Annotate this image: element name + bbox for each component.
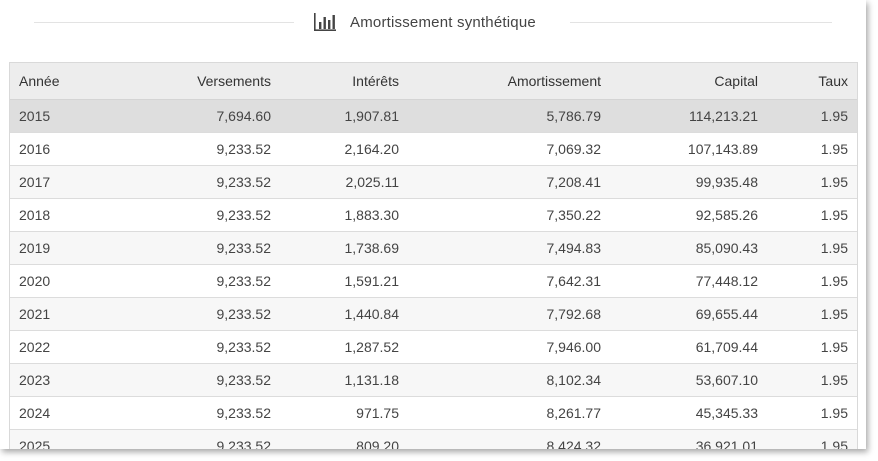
table-body: 2015 7,694.60 1,907.81 5,786.79 114,213.… <box>10 98 857 449</box>
amortization-table: Année Versements Intérêts Amortissement … <box>10 63 857 449</box>
cell-capital: 114,213.21 <box>610 98 767 132</box>
table-row[interactable]: 2025 9,233.52 809.20 8,424.32 36,921.01 … <box>10 428 857 449</box>
cell-amortization: 8,261.77 <box>408 395 610 429</box>
cell-interest: 2,164.20 <box>280 131 408 165</box>
table-row[interactable]: 2023 9,233.52 1,131.18 8,102.34 53,607.1… <box>10 362 857 396</box>
cell-capital: 92,585.26 <box>610 197 767 231</box>
cell-rate: 1.95 <box>767 98 857 132</box>
cell-interest: 809.20 <box>280 428 408 449</box>
cell-capital: 77,448.12 <box>610 263 767 297</box>
column-header-rate: Taux <box>767 63 857 100</box>
section-title: Amortissement synthétique <box>350 13 536 31</box>
cell-year: 2016 <box>10 131 110 165</box>
table-row[interactable]: 2019 9,233.52 1,738.69 7,494.83 85,090.4… <box>10 230 857 264</box>
cell-year: 2025 <box>10 428 110 449</box>
cell-year: 2022 <box>10 329 110 363</box>
cell-rate: 1.95 <box>767 395 857 429</box>
cell-amortization: 7,946.00 <box>408 329 610 363</box>
cell-capital: 99,935.48 <box>610 164 767 198</box>
column-header-interest: Intérêts <box>280 63 408 100</box>
table-header: Année Versements Intérêts Amortissement … <box>10 63 857 100</box>
table-row[interactable]: 2016 9,233.52 2,164.20 7,069.32 107,143.… <box>10 131 857 165</box>
amortization-panel: Amortissement synthétique Année Versemen… <box>0 0 866 449</box>
table-row[interactable]: 2021 9,233.52 1,440.84 7,792.68 69,655.4… <box>10 296 857 330</box>
cell-interest: 1,287.52 <box>280 329 408 363</box>
cell-rate: 1.95 <box>767 131 857 165</box>
column-header-capital: Capital <box>610 63 767 100</box>
cell-payments: 9,233.52 <box>110 131 280 165</box>
cell-interest: 2,025.11 <box>280 164 408 198</box>
cell-interest: 1,591.21 <box>280 263 408 297</box>
cell-interest: 1,738.69 <box>280 230 408 264</box>
cell-interest: 1,907.81 <box>280 98 408 132</box>
cell-payments: 7,694.60 <box>110 98 280 132</box>
cell-amortization: 7,792.68 <box>408 296 610 330</box>
column-header-payments: Versements <box>110 63 280 100</box>
cell-payments: 9,233.52 <box>110 329 280 363</box>
cell-payments: 9,233.52 <box>110 395 280 429</box>
amortization-table-container[interactable]: Année Versements Intérêts Amortissement … <box>9 62 858 449</box>
cell-year: 2017 <box>10 164 110 198</box>
cell-interest: 971.75 <box>280 395 408 429</box>
cell-rate: 1.95 <box>767 362 857 396</box>
cell-rate: 1.95 <box>767 296 857 330</box>
table-row[interactable]: 2022 9,233.52 1,287.52 7,946.00 61,709.4… <box>10 329 857 363</box>
cell-interest: 1,883.30 <box>280 197 408 231</box>
cell-payments: 9,233.52 <box>110 164 280 198</box>
cell-interest: 1,131.18 <box>280 362 408 396</box>
cell-payments: 9,233.52 <box>110 362 280 396</box>
table-header-row: Année Versements Intérêts Amortissement … <box>10 63 857 100</box>
cell-capital: 61,709.44 <box>610 329 767 363</box>
header-divider-right <box>570 22 832 23</box>
cell-year: 2019 <box>10 230 110 264</box>
cell-amortization: 7,494.83 <box>408 230 610 264</box>
cell-rate: 1.95 <box>767 329 857 363</box>
cell-amortization: 7,208.41 <box>408 164 610 198</box>
cell-rate: 1.95 <box>767 164 857 198</box>
cell-capital: 85,090.43 <box>610 230 767 264</box>
cell-rate: 1.95 <box>767 230 857 264</box>
cell-capital: 36,921.01 <box>610 428 767 449</box>
section-header: Amortissement synthétique <box>0 0 866 44</box>
header-divider-left <box>34 22 294 23</box>
table-row[interactable]: 2017 9,233.52 2,025.11 7,208.41 99,935.4… <box>10 164 857 198</box>
cell-rate: 1.95 <box>767 428 857 449</box>
table-row[interactable]: 2015 7,694.60 1,907.81 5,786.79 114,213.… <box>10 98 857 132</box>
cell-capital: 45,345.33 <box>610 395 767 429</box>
cell-capital: 107,143.89 <box>610 131 767 165</box>
column-header-year: Année <box>10 63 110 100</box>
cell-amortization: 7,642.31 <box>408 263 610 297</box>
cell-amortization: 7,069.32 <box>408 131 610 165</box>
cell-payments: 9,233.52 <box>110 428 280 449</box>
cell-payments: 9,233.52 <box>110 197 280 231</box>
cell-year: 2021 <box>10 296 110 330</box>
cell-payments: 9,233.52 <box>110 230 280 264</box>
table-row[interactable]: 2020 9,233.52 1,591.21 7,642.31 77,448.1… <box>10 263 857 297</box>
cell-year: 2018 <box>10 197 110 231</box>
cell-interest: 1,440.84 <box>280 296 408 330</box>
cell-year: 2015 <box>10 98 110 132</box>
bar-chart-icon <box>314 13 336 31</box>
cell-amortization: 7,350.22 <box>408 197 610 231</box>
cell-capital: 53,607.10 <box>610 362 767 396</box>
cell-year: 2024 <box>10 395 110 429</box>
cell-amortization: 8,102.34 <box>408 362 610 396</box>
cell-rate: 1.95 <box>767 263 857 297</box>
cell-year: 2023 <box>10 362 110 396</box>
cell-capital: 69,655.44 <box>610 296 767 330</box>
cell-payments: 9,233.52 <box>110 263 280 297</box>
cell-payments: 9,233.52 <box>110 296 280 330</box>
table-row[interactable]: 2024 9,233.52 971.75 8,261.77 45,345.33 … <box>10 395 857 429</box>
cell-amortization: 5,786.79 <box>408 98 610 132</box>
section-title-group: Amortissement synthétique <box>306 10 542 34</box>
cell-year: 2020 <box>10 263 110 297</box>
column-header-amortization: Amortissement <box>408 63 610 100</box>
table-row[interactable]: 2018 9,233.52 1,883.30 7,350.22 92,585.2… <box>10 197 857 231</box>
cell-amortization: 8,424.32 <box>408 428 610 449</box>
cell-rate: 1.95 <box>767 197 857 231</box>
